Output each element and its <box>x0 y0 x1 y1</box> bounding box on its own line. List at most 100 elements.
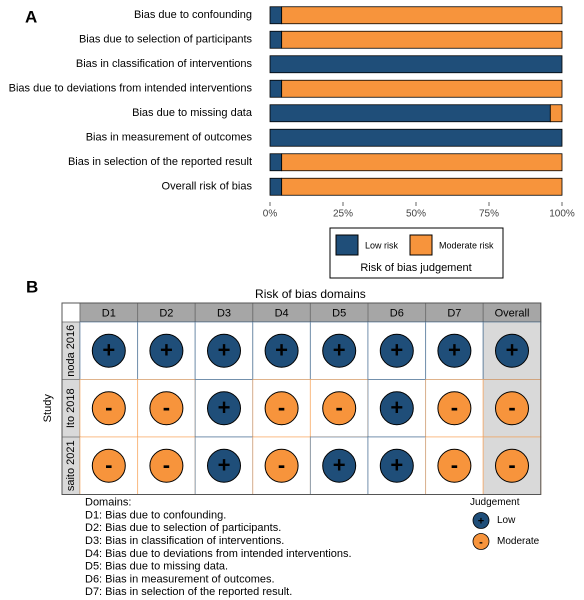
judgement-symbol: + <box>390 395 403 420</box>
bar-segment <box>281 30 563 49</box>
judgement-symbol: + <box>390 338 403 363</box>
chart-title: Risk of bias domains <box>255 287 366 301</box>
x-tick-label: 0% <box>263 209 278 220</box>
legend-label: Low risk <box>365 240 399 250</box>
judgement-circle <box>207 448 241 483</box>
judgement-circle <box>264 391 299 426</box>
bar-segment <box>269 30 283 49</box>
judgement-symbol: + <box>506 338 519 363</box>
legend-symbol: + <box>478 515 484 527</box>
row-label: Ito 2018 <box>65 388 77 428</box>
judgement-symbol: + <box>218 338 231 363</box>
note: D7: Bias in selection of the reported re… <box>85 586 292 598</box>
judgement-circle <box>495 448 529 483</box>
judgement-circle <box>495 391 529 426</box>
judgement-symbol: + <box>390 453 403 478</box>
x-tick-label: 25% <box>333 209 353 220</box>
bar-segment <box>281 6 563 25</box>
row-label: saito 2021 <box>65 440 77 491</box>
judgement-circle <box>437 391 472 426</box>
judgement-circle <box>207 333 241 368</box>
judgement-circle <box>495 333 529 368</box>
judgement-circle <box>207 391 241 426</box>
row-label: noda 2016 <box>65 325 77 377</box>
bar-segment <box>269 55 563 74</box>
column-label: D1 <box>102 307 116 319</box>
legend-label: Moderate <box>497 536 540 547</box>
judgement-symbol: + <box>218 395 231 420</box>
legend-symbol: - <box>479 536 483 548</box>
category-label: Bias due to deviations from intended int… <box>9 83 253 95</box>
judgement-symbol: - <box>451 395 458 420</box>
judgement-symbol: + <box>102 338 115 363</box>
column-label: D5 <box>332 307 346 319</box>
note: D2: Bias due to selection of participant… <box>85 522 281 534</box>
legend-label: Moderate risk <box>439 240 494 250</box>
bar-segment <box>269 128 563 147</box>
bar-segment <box>269 177 283 196</box>
judgement-circle <box>322 333 357 368</box>
legend-box <box>329 227 504 279</box>
column-label: D7 <box>447 307 461 319</box>
category-label: Bias due to selection of participants <box>79 34 253 46</box>
judgement-circle <box>91 391 126 426</box>
bar-segment <box>269 79 283 98</box>
judgement-symbol: + <box>448 338 461 363</box>
judgement-symbol: - <box>508 453 515 478</box>
judgement-circle <box>91 448 126 483</box>
judgement-symbol: - <box>336 395 343 420</box>
judgement-circle <box>149 391 184 426</box>
grid-border <box>61 302 542 495</box>
judgement-circle <box>149 448 184 483</box>
category-label: Bias due to missing data <box>132 107 253 119</box>
column-label: D3 <box>217 307 231 319</box>
judgement-circle <box>437 448 472 483</box>
judgement-circle <box>264 333 299 368</box>
bar-segment <box>269 6 283 25</box>
y-axis-label: Study <box>42 394 54 423</box>
bar-segment <box>269 104 551 123</box>
bar-segment <box>281 177 563 196</box>
judgement-symbol: + <box>160 338 173 363</box>
column-label: D6 <box>390 307 404 319</box>
x-tick-label: 100% <box>549 209 575 220</box>
judgement-circle <box>322 448 357 483</box>
cell <box>194 379 254 438</box>
judgement-symbol: + <box>333 338 346 363</box>
judgement-circle <box>264 448 299 483</box>
note: D5: Bias due to missing data. <box>85 561 228 573</box>
column-label: D4 <box>275 307 289 319</box>
category-label: Bias due to confounding <box>134 9 252 21</box>
panel-label: B <box>26 277 38 296</box>
legend-label: Low <box>497 515 516 526</box>
judgement-circle <box>379 448 414 483</box>
judgement-symbol: - <box>105 453 112 478</box>
judgement-circle <box>379 391 414 426</box>
legend-swatch <box>409 234 433 256</box>
x-tick-label: 50% <box>406 209 426 220</box>
column-label: Overall <box>495 307 530 319</box>
bar-segment <box>281 153 563 172</box>
bar-segment <box>549 104 563 123</box>
bar-segment <box>281 79 563 98</box>
judgement-symbol: - <box>163 453 170 478</box>
judgement-circle <box>149 333 184 368</box>
column-label: D2 <box>159 307 173 319</box>
note: D6: Bias in measurement of outcomes. <box>85 573 275 585</box>
bar-segment <box>269 153 283 172</box>
judgement-symbol: - <box>163 395 170 420</box>
legend-swatch <box>335 234 359 256</box>
judgement-symbol: - <box>508 395 515 420</box>
judgement-symbol: - <box>278 395 285 420</box>
legend-title: Risk of bias judgement <box>360 262 471 274</box>
category-label: Overall risk of bias <box>162 181 253 193</box>
x-tick-label: 75% <box>479 209 499 220</box>
legend-title: Judgement <box>470 497 520 508</box>
note: D3: Bias in classification of interventi… <box>85 535 284 547</box>
judgement-symbol: - <box>451 453 458 478</box>
judgement-circle <box>437 333 472 368</box>
note: D4: Bias due to deviations from intended… <box>85 548 352 560</box>
judgement-circle <box>379 333 414 368</box>
